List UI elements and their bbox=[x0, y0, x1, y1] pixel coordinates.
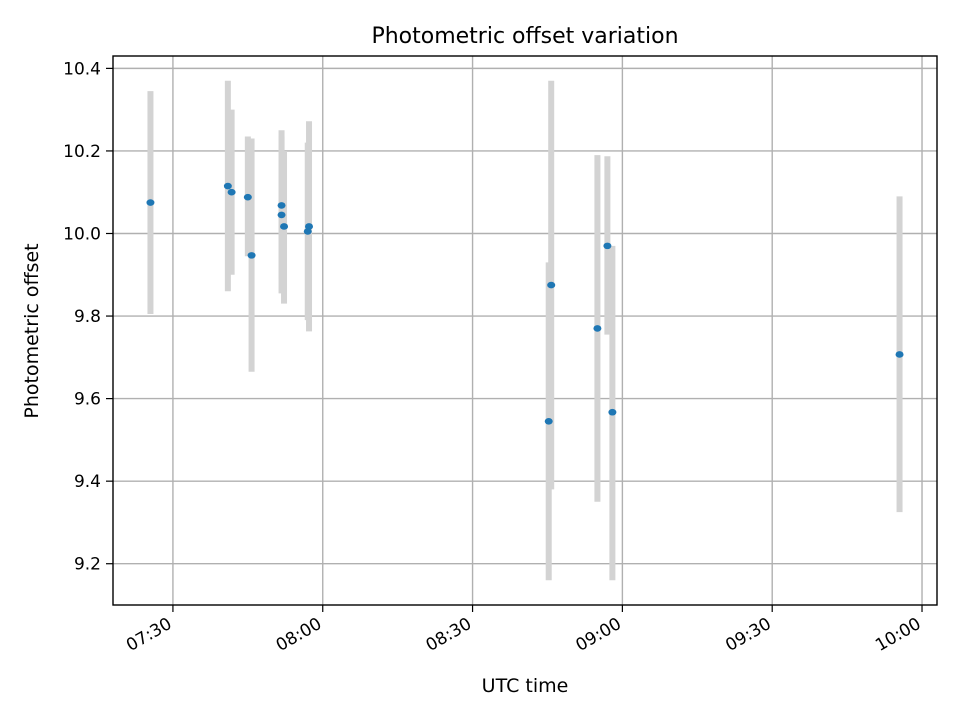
plot-frame bbox=[112, 55, 938, 606]
y-axis-ticks: 9.2 9.4 9.6 9.8 10.0 10.2 10.4 bbox=[63, 59, 113, 575]
data-point bbox=[547, 281, 556, 289]
y-tick-label: 9.4 bbox=[74, 472, 101, 492]
y-tick-label: 10.2 bbox=[63, 142, 101, 162]
data-point bbox=[277, 211, 286, 219]
data-point bbox=[146, 199, 155, 206]
data-point bbox=[227, 188, 236, 196]
y-tick-label: 9.8 bbox=[74, 307, 101, 327]
data-point bbox=[303, 228, 312, 235]
data-point bbox=[593, 325, 602, 332]
data-point bbox=[544, 418, 553, 425]
y-tick-label: 9.2 bbox=[74, 555, 101, 575]
data-point bbox=[223, 182, 232, 190]
data-point bbox=[603, 242, 612, 250]
data-points bbox=[146, 182, 904, 425]
data-point bbox=[608, 408, 617, 416]
chart-title: Photometric offset variation bbox=[371, 24, 678, 49]
y-axis-label: Photometric offset bbox=[21, 243, 43, 418]
data-point bbox=[895, 351, 904, 358]
x-axis-label: UTC time bbox=[482, 675, 569, 697]
y-tick-label: 10.4 bbox=[63, 59, 101, 79]
data-point bbox=[243, 193, 252, 201]
y-tick-label: 9.6 bbox=[74, 390, 101, 410]
data-point bbox=[280, 223, 289, 230]
data-point bbox=[277, 202, 286, 209]
data-point bbox=[247, 252, 256, 259]
data-point bbox=[305, 223, 314, 230]
y-tick-label: 10.0 bbox=[63, 224, 101, 244]
